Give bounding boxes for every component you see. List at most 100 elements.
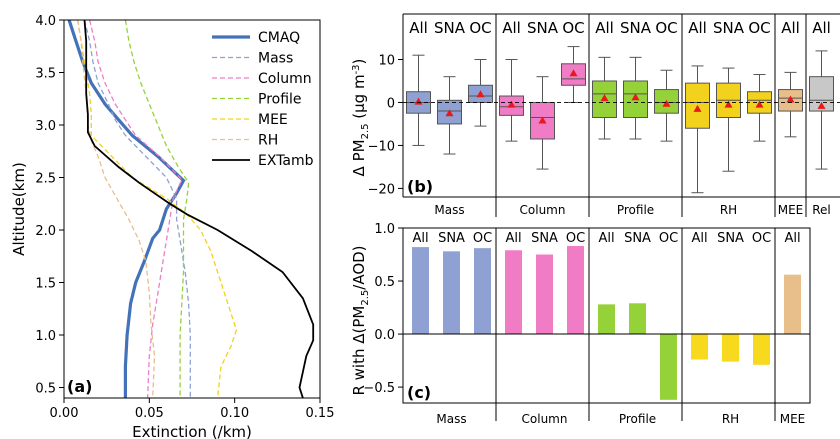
mean-marker	[662, 99, 671, 107]
panel-a: 0.00 0.05 0.10 0.15 0.5 1.0 1.5 2.0 2.5 3.0 3.5 4.0…	[10, 14, 334, 439]
box	[809, 76, 834, 112]
mean-marker	[724, 100, 733, 108]
y-label-sub: 2.5	[360, 290, 371, 306]
bar-category-label: All	[784, 231, 800, 246]
box	[685, 82, 710, 129]
box-category-label: All	[812, 19, 831, 37]
bar	[660, 334, 677, 400]
panel-c: All SNA OC All SNA OC All SNA OC All SNA OC All Mass C…	[350, 222, 811, 426]
x-tick-label: 0.05	[135, 406, 164, 421]
bar	[722, 334, 739, 362]
bar-category-label: OC	[566, 231, 585, 246]
plot-frame-c	[402, 227, 811, 404]
group-label: Profile	[617, 203, 654, 217]
mean-marker	[445, 109, 454, 117]
box-category-label: OC	[562, 19, 584, 37]
y-label-sub: 2.5	[360, 123, 371, 139]
bar	[784, 274, 801, 335]
line-extamb	[83, 19, 315, 399]
mean-marker	[631, 93, 640, 101]
y-tick-label: 0.0	[374, 328, 395, 343]
y-tick-label: 1.5	[35, 277, 56, 292]
y-tick-label: 3.5	[35, 67, 56, 82]
bar-category-label: OC	[659, 231, 678, 246]
y-tick-label: −10	[368, 139, 395, 154]
x-tick-label: 0.10	[220, 406, 249, 421]
legend-label-cmaq: CMAQ	[258, 30, 300, 46]
bar-category-label: OC	[752, 231, 771, 246]
y-tick-label: 2.5	[35, 172, 56, 187]
group-label: RH	[720, 203, 737, 217]
bar-category-label: SNA	[438, 231, 465, 246]
group-label: Mass	[434, 203, 464, 217]
panel-label: (c)	[407, 383, 431, 402]
bar	[753, 334, 770, 365]
box-category-label: All	[595, 19, 614, 37]
legend-label-mee: MEE	[258, 112, 288, 128]
y-tick-label: 4.0	[35, 14, 56, 29]
y-label-tail: (μg m	[350, 74, 368, 123]
y-tick-label: 0.5	[35, 382, 56, 397]
box-category-label: All	[409, 19, 428, 37]
bar	[629, 303, 646, 335]
y-tick-label: 1.0	[35, 329, 56, 344]
bar	[505, 250, 522, 335]
group-label: Rel	[812, 203, 831, 217]
mean-marker	[817, 101, 826, 109]
box-category-label: OC	[469, 19, 491, 37]
bar	[567, 246, 584, 335]
legend-label-rh: RH	[258, 133, 278, 149]
bar	[598, 304, 615, 335]
line-mass	[83, 19, 191, 398]
bar-category-label: All	[598, 231, 614, 246]
mean-marker	[538, 116, 547, 124]
y-label-main: R with Δ(PM	[350, 306, 368, 396]
bar-category-label: SNA	[717, 231, 744, 246]
group-label: MEE	[780, 412, 806, 426]
line-mee	[77, 19, 238, 399]
group-label: Mass	[436, 412, 466, 426]
y-axis-label: R with Δ(PM2.5/AOD)	[350, 245, 371, 395]
x-axis-label: Extinction (/km)	[132, 423, 252, 439]
legend-label-extamb: EXTamb	[258, 153, 314, 169]
group-label: Column	[520, 203, 566, 217]
bar-category-label: OC	[473, 231, 492, 246]
panel-label: (a)	[67, 377, 92, 396]
mean-marker	[569, 69, 578, 77]
y-tick-label: 0	[387, 96, 395, 111]
bar	[691, 334, 708, 360]
group-label: MEE	[778, 203, 804, 217]
legend-label-profile: Profile	[258, 92, 302, 108]
bar	[412, 247, 429, 335]
x-tick-label: 0.15	[306, 406, 335, 421]
x-tick-label: 0.00	[50, 406, 79, 421]
plot-frame-a	[63, 19, 321, 399]
bar-category-label: SNA	[624, 231, 651, 246]
panel-label: (b)	[407, 177, 433, 196]
line-rh	[77, 19, 156, 399]
group-label: RH	[722, 412, 739, 426]
mean-marker	[476, 90, 485, 98]
y-tick-label: 0.5	[374, 275, 395, 290]
bar-category-label: All	[412, 231, 428, 246]
y-label-sup: -3	[351, 64, 362, 74]
box-category-label: OC	[655, 19, 677, 37]
box-category-label: SNA	[620, 19, 652, 37]
line-profile	[124, 19, 190, 398]
y-tick-label: 2.0	[35, 224, 56, 239]
panel-b: All SNA OC All SNA OC All SNA OC All SNA OC All AllMa…	[350, 13, 840, 217]
y-tick-label: −0.5	[363, 381, 395, 396]
y-tick-label: 3.0	[35, 119, 56, 134]
y-axis-label: Altitude(km)	[10, 162, 28, 256]
box-category-label: All	[688, 19, 707, 37]
y-tick-label: 1.0	[374, 222, 395, 237]
box-category-label: All	[781, 19, 800, 37]
mean-marker	[786, 95, 795, 103]
legend-label-mass: Mass	[258, 51, 293, 67]
y-label-end: )	[350, 59, 368, 65]
bar	[474, 248, 491, 335]
box	[530, 101, 555, 140]
y-axis-label: Δ PM2.5 (μg m-3)	[350, 59, 371, 177]
box-category-label: All	[502, 19, 521, 37]
